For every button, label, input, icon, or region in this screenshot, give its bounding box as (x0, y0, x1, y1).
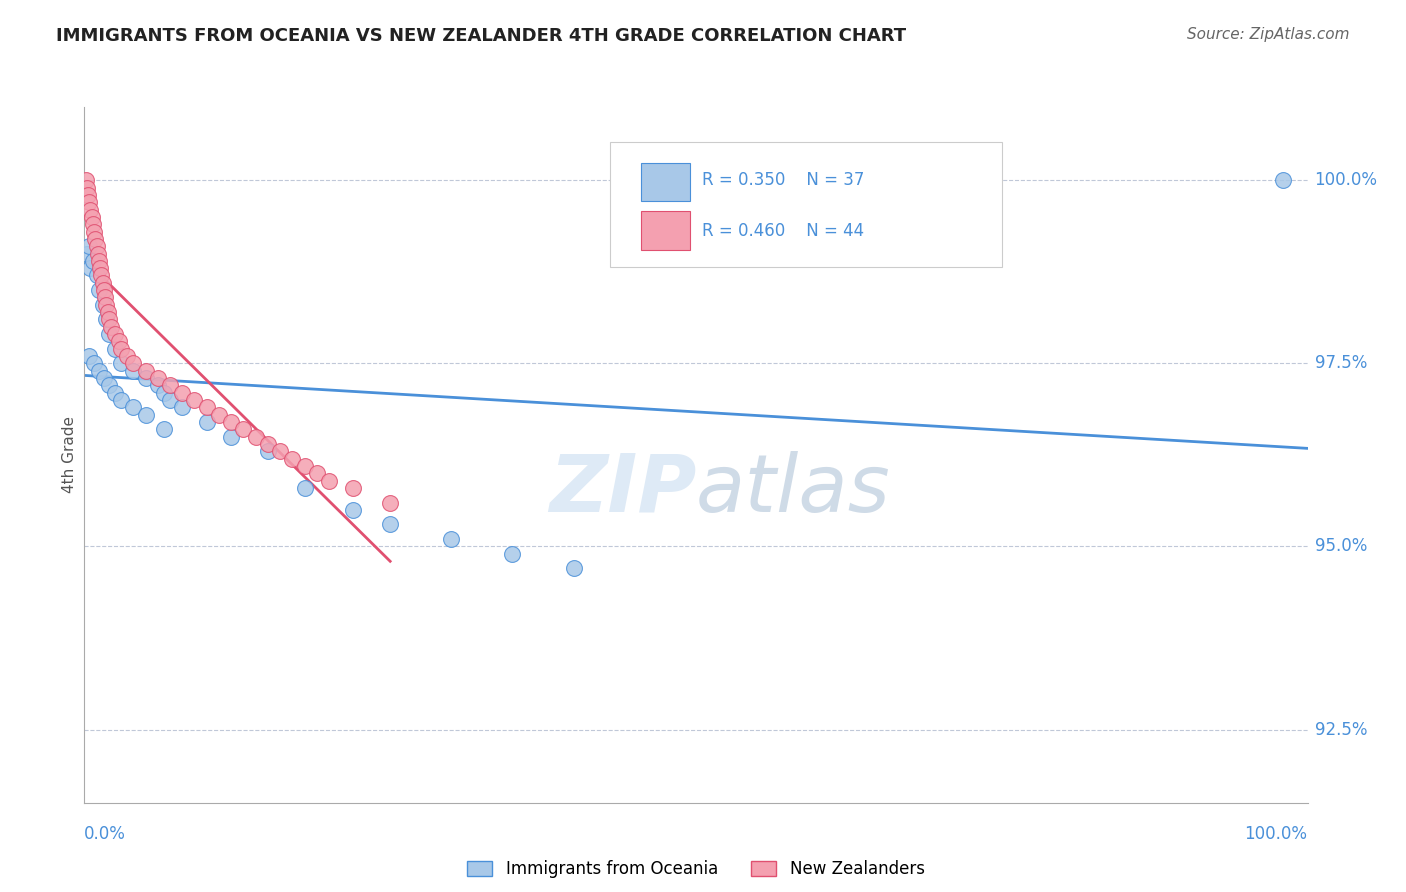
Point (96, 312, 118, 326)
Point (562, 561, 585, 575)
Point (84, 232, 107, 246)
Point (97, 327, 120, 342)
Text: 97.5%: 97.5% (1315, 354, 1367, 372)
Point (93, 371, 115, 385)
Point (82, 217, 104, 231)
Point (257, 444, 280, 458)
Point (342, 503, 364, 517)
Point (380, 495, 402, 509)
Point (153, 385, 176, 400)
Point (146, 371, 169, 385)
FancyBboxPatch shape (610, 142, 1001, 267)
Point (135, 364, 157, 378)
Text: 95.0%: 95.0% (1315, 538, 1367, 556)
Point (104, 342, 127, 356)
Point (97, 305, 120, 319)
Legend: Immigrants from Oceania, New Zealanders: Immigrants from Oceania, New Zealanders (461, 854, 931, 885)
Point (146, 378, 169, 392)
Point (96, 298, 118, 312)
Point (91, 276, 114, 290)
Point (257, 437, 280, 451)
Text: atlas: atlas (696, 450, 891, 529)
Point (83, 356, 105, 370)
Point (110, 342, 132, 356)
Point (159, 392, 181, 407)
Point (172, 401, 194, 415)
Point (77, 188, 100, 202)
Point (107, 334, 129, 349)
Point (135, 408, 157, 422)
Point (318, 474, 340, 488)
Point (110, 392, 132, 407)
Point (183, 392, 205, 407)
Point (86, 268, 108, 283)
Point (90, 268, 112, 283)
Point (86, 239, 108, 253)
Point (135, 371, 157, 385)
Y-axis label: 4th Grade: 4th Grade (62, 417, 77, 493)
Point (281, 451, 304, 466)
Point (75, 173, 97, 187)
Text: IMMIGRANTS FROM OCEANIA VS NEW ZEALANDER 4TH GRADE CORRELATION CHART: IMMIGRANTS FROM OCEANIA VS NEW ZEALANDER… (56, 27, 907, 45)
Point (219, 429, 242, 443)
Point (305, 467, 328, 481)
Point (153, 422, 176, 436)
Point (245, 429, 267, 443)
Point (115, 349, 138, 363)
Text: 0.0%: 0.0% (84, 825, 127, 843)
Point (97, 378, 120, 392)
Point (79, 261, 101, 276)
Point (380, 517, 402, 532)
Point (110, 356, 132, 370)
Point (94, 290, 117, 304)
Point (294, 481, 316, 495)
Point (122, 364, 145, 378)
Point (77, 239, 100, 253)
FancyBboxPatch shape (641, 162, 690, 201)
Text: 100.0%: 100.0% (1315, 171, 1378, 189)
Point (79, 202, 101, 217)
Point (80, 210, 103, 224)
Text: R = 0.350    N = 37: R = 0.350 N = 37 (702, 171, 865, 189)
Point (159, 378, 181, 392)
Point (104, 327, 127, 342)
Point (82, 253, 104, 268)
Text: Source: ZipAtlas.com: Source: ZipAtlas.com (1187, 27, 1350, 42)
Point (219, 415, 242, 429)
Text: ZIP: ZIP (548, 450, 696, 529)
Point (440, 532, 463, 546)
Point (77, 195, 100, 210)
Point (76, 180, 98, 194)
Point (87, 364, 110, 378)
Point (122, 356, 145, 370)
Point (89, 261, 111, 276)
Text: 100.0%: 100.0% (1244, 825, 1308, 843)
Point (122, 401, 145, 415)
Point (208, 408, 231, 422)
Text: R = 0.460    N = 44: R = 0.460 N = 44 (702, 222, 865, 240)
Point (232, 422, 254, 436)
Point (294, 458, 316, 473)
Point (76, 246, 98, 260)
Point (77, 349, 100, 363)
Point (342, 481, 364, 495)
Point (100, 319, 122, 334)
Point (83, 225, 105, 239)
Point (91, 298, 114, 312)
Point (172, 385, 194, 400)
Point (87, 283, 110, 297)
FancyBboxPatch shape (641, 211, 690, 250)
Point (1272, 173, 1295, 187)
Point (104, 385, 127, 400)
Text: 92.5%: 92.5% (1315, 721, 1367, 739)
Point (195, 401, 218, 415)
Point (93, 283, 115, 297)
Point (501, 547, 523, 561)
Point (97, 312, 120, 326)
Point (87, 253, 110, 268)
Point (87, 246, 110, 260)
Point (195, 415, 218, 429)
Point (269, 444, 291, 458)
